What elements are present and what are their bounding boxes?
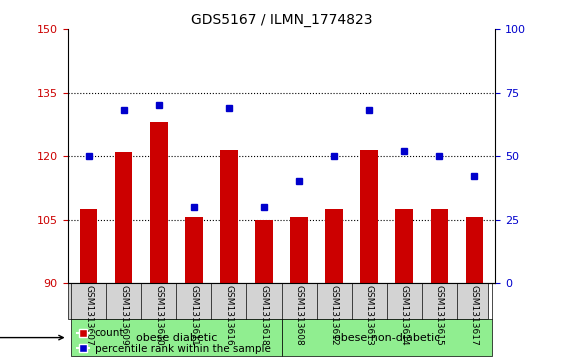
Text: GSM1313611: GSM1313611 bbox=[189, 285, 198, 346]
Bar bbox=[255, 220, 272, 283]
FancyBboxPatch shape bbox=[68, 283, 489, 319]
Bar bbox=[185, 217, 203, 283]
Text: GSM1313615: GSM1313615 bbox=[435, 285, 444, 346]
Bar bbox=[80, 209, 97, 283]
Text: GSM1313618: GSM1313618 bbox=[260, 285, 269, 346]
Title: GDS5167 / ILMN_1774823: GDS5167 / ILMN_1774823 bbox=[191, 13, 372, 26]
Text: GSM1313617: GSM1313617 bbox=[470, 285, 479, 346]
Bar bbox=[220, 150, 238, 283]
Text: GSM1313613: GSM1313613 bbox=[365, 285, 374, 346]
Bar bbox=[431, 209, 448, 283]
Bar bbox=[325, 209, 343, 283]
Bar bbox=[395, 209, 413, 283]
Text: disease state: disease state bbox=[0, 333, 63, 343]
Text: GSM1313607: GSM1313607 bbox=[84, 285, 93, 346]
Text: GSM1313609: GSM1313609 bbox=[119, 285, 128, 346]
Text: obese non-diabetic: obese non-diabetic bbox=[333, 333, 440, 343]
FancyBboxPatch shape bbox=[282, 319, 492, 356]
Bar bbox=[150, 122, 168, 283]
Text: GSM1313612: GSM1313612 bbox=[329, 285, 338, 346]
Bar bbox=[466, 217, 483, 283]
Bar bbox=[115, 152, 132, 283]
Text: GSM1313614: GSM1313614 bbox=[400, 285, 409, 346]
Bar bbox=[291, 217, 308, 283]
Bar bbox=[360, 150, 378, 283]
Text: GSM1313616: GSM1313616 bbox=[225, 285, 234, 346]
Text: obese diabetic: obese diabetic bbox=[136, 333, 217, 343]
FancyBboxPatch shape bbox=[71, 319, 282, 356]
Text: GSM1313608: GSM1313608 bbox=[294, 285, 303, 346]
Legend: count, percentile rank within the sample: count, percentile rank within the sample bbox=[73, 324, 275, 358]
Text: GSM1313610: GSM1313610 bbox=[154, 285, 163, 346]
